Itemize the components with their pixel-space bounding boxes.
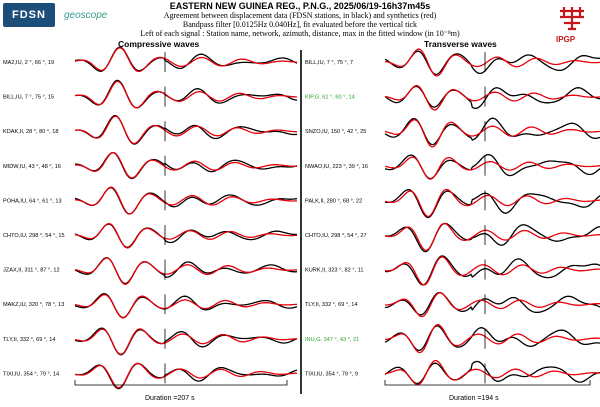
data-trace xyxy=(384,255,600,286)
synthetic-trace xyxy=(75,151,297,179)
trace-label: NWAO,IU, 223 °, 39 °, 16 xyxy=(305,164,368,170)
synthetic-trace xyxy=(384,156,600,180)
transverse-panel-title: Transverse waves xyxy=(424,39,497,49)
synthetic-trace xyxy=(74,80,298,109)
data-trace xyxy=(74,223,298,248)
trace-label: POHA,IU, 64 °, 61 °, 13 xyxy=(3,198,62,204)
fdsn-logo: FDSN xyxy=(3,3,55,27)
data-trace xyxy=(384,85,600,109)
synthetic-trace xyxy=(384,324,600,354)
data-trace xyxy=(74,114,298,145)
subtitle-legend: Left of each signal : Station name, netw… xyxy=(140,29,460,38)
compressive-panel-title: Compressive waves xyxy=(118,39,200,49)
synthetic-trace xyxy=(74,47,298,73)
synthetic-trace xyxy=(384,222,600,251)
trace-label: BILL,IU, 7 °, 75 °, 15 xyxy=(3,95,54,101)
trace-label: TLY,II, 332 °, 69 °, 14 xyxy=(3,337,55,343)
synthetic-trace xyxy=(384,188,600,218)
data-trace xyxy=(384,50,600,76)
synthetic-trace xyxy=(385,292,600,318)
trace-label: TIXI,IU, 354 °, 79 °, 14 xyxy=(3,371,59,377)
synthetic-trace xyxy=(384,48,600,77)
data-trace xyxy=(384,153,600,180)
ipgp-logo-icon xyxy=(560,7,584,31)
trace-label: INU,G, 347 °, 43 °, 21 xyxy=(305,337,359,343)
trace-label: PALK,II, 280 °, 68 °, 22 xyxy=(305,198,362,204)
data-trace xyxy=(74,46,298,72)
data-trace xyxy=(74,257,298,285)
trace-label: MA2,IU, 2 °, 66 °, 19 xyxy=(3,60,54,66)
trace-label: MAKZ,IU, 320 °, 78 °, 13 xyxy=(3,302,64,308)
data-trace xyxy=(384,360,600,385)
trace-label: MIDW,IU, 43 °, 48 °, 16 xyxy=(3,164,61,170)
data-trace xyxy=(74,79,298,109)
subtitle-filter: Bandpass filter [0.0125Hz 0.040Hz], fit … xyxy=(182,20,418,29)
ipgp-logo-text: IPGP xyxy=(556,35,576,44)
trace-label: KDAK,II, 28 °, 80 °, 18 xyxy=(3,129,58,135)
synthetic-trace xyxy=(384,119,600,148)
duration-bracket xyxy=(384,380,591,386)
geoscope-logo: geoscope xyxy=(64,9,108,21)
synthetic-trace xyxy=(74,115,297,145)
trace-label: KIP,G, 61 °, 60 °, 14 xyxy=(305,95,355,101)
trace-label: SNZO,IU, 150 °, 42 °, 25 xyxy=(305,129,366,135)
trace-label: TIXI,IU, 354 °, 79 °, 9 xyxy=(305,371,358,377)
data-trace xyxy=(384,222,600,253)
data-trace xyxy=(74,327,298,356)
chart-title: EASTERN NEW GUINEA REG., P.N.G., 2025/06… xyxy=(169,1,431,11)
compressive-duration-label: Duration =207 s xyxy=(145,395,195,402)
data-trace xyxy=(384,117,600,146)
data-trace xyxy=(384,189,600,219)
trace-label: JZAX,II, 311 °, 87 °, 12 xyxy=(3,268,60,274)
trace-label: BILL,IU, 7 °, 75 °, 7 xyxy=(305,60,353,66)
duration-bracket xyxy=(74,380,288,386)
trace-label: KURK,II, 323 °, 82 °, 11 xyxy=(305,268,363,274)
synthetic-trace xyxy=(74,257,298,285)
trace-label: CHTO,IU, 298 °, 54 °, 15 xyxy=(3,233,65,239)
synthetic-trace xyxy=(74,223,297,249)
transverse-duration-label: Duration =194 s xyxy=(449,395,499,402)
synthetic-trace xyxy=(384,256,600,286)
data-trace xyxy=(384,291,600,316)
synthetic-trace xyxy=(74,186,297,215)
synthetic-trace xyxy=(74,293,298,319)
subtitle-agreement: Agreement between displacement data (FDS… xyxy=(163,11,437,20)
synthetic-trace xyxy=(384,359,600,386)
data-trace xyxy=(384,325,600,352)
trace-label: CHTO,IU, 298 °, 54 °, 27 xyxy=(305,233,367,239)
synthetic-trace xyxy=(74,328,298,355)
trace-label: TLY,II, 332 °, 69 °, 14 xyxy=(305,302,357,308)
synthetic-trace xyxy=(74,362,298,389)
synthetic-trace xyxy=(384,85,600,111)
